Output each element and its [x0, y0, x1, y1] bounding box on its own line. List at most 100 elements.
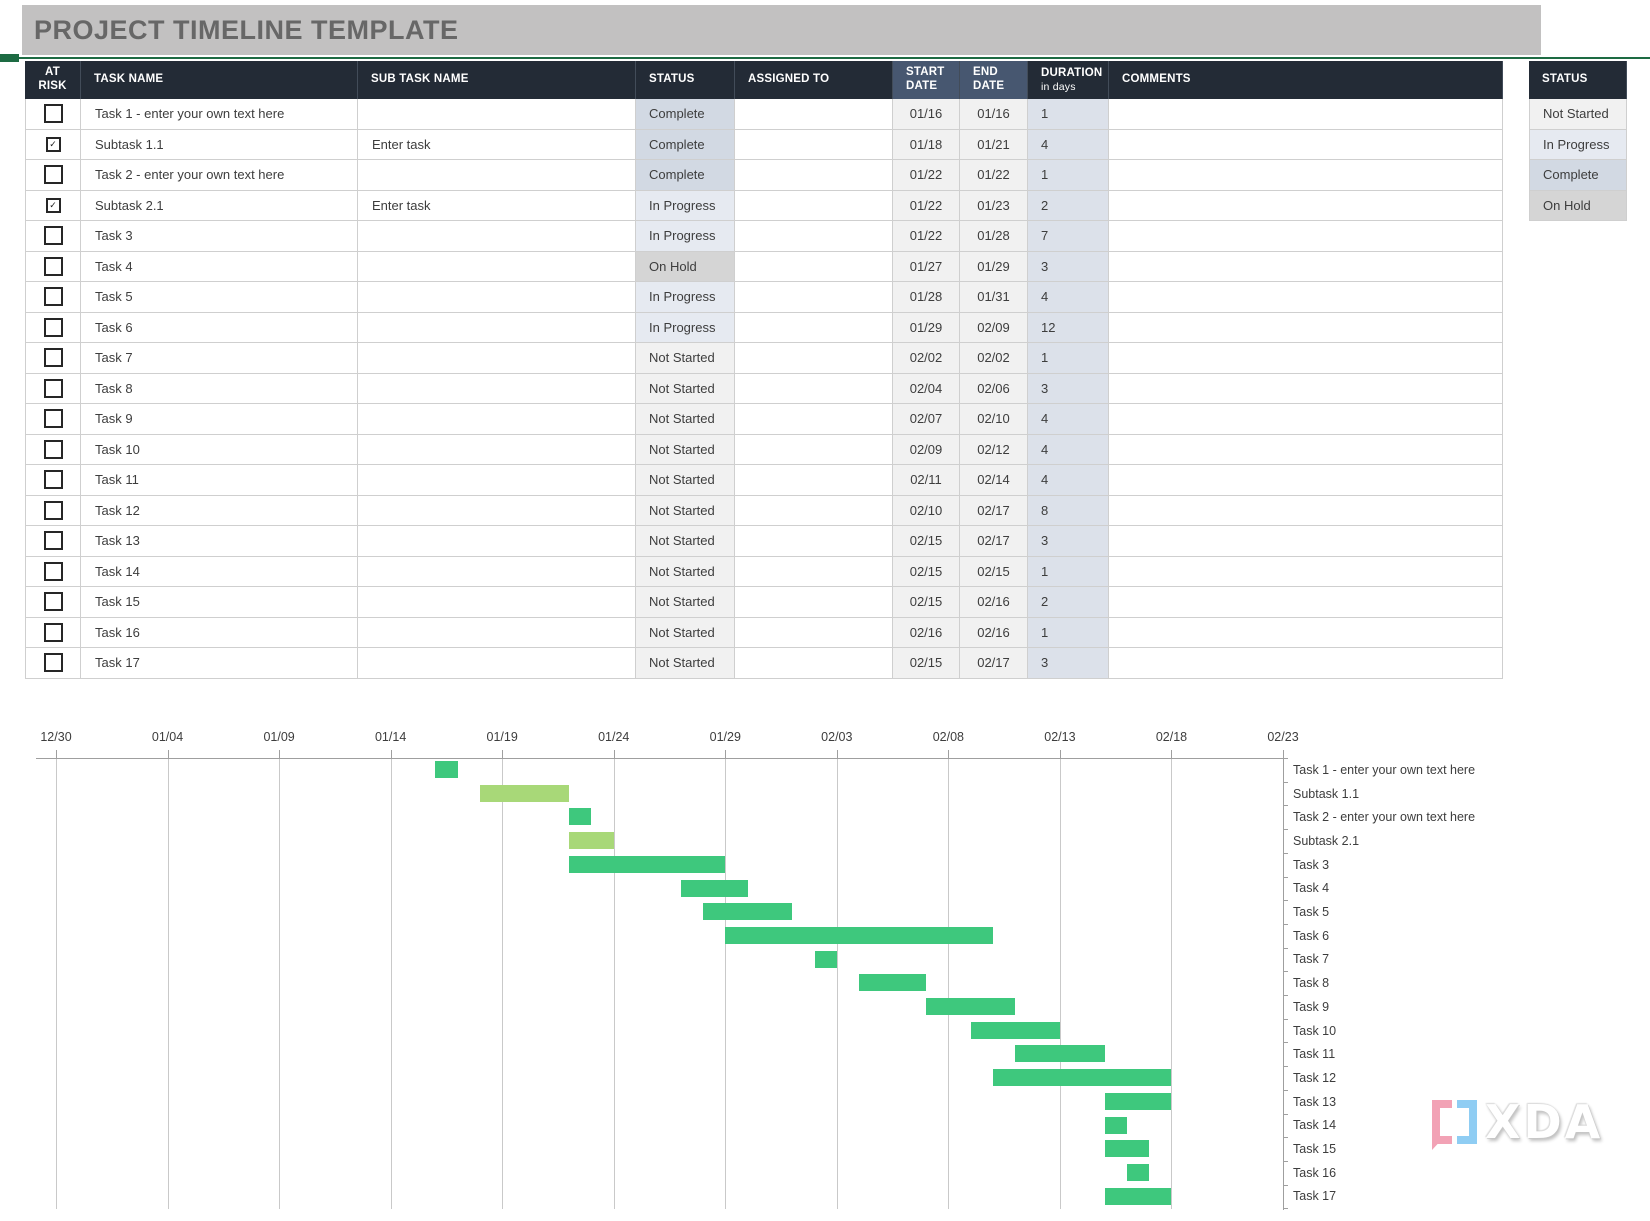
cell-sub[interactable] [358, 282, 636, 313]
cell-task[interactable]: Task 13 [81, 526, 358, 557]
cell-start[interactable]: 02/15 [893, 648, 960, 679]
cell-status[interactable]: In Progress [636, 190, 735, 221]
cell-start[interactable]: 02/10 [893, 495, 960, 526]
cell-comments[interactable] [1109, 251, 1503, 282]
cell-comments[interactable] [1109, 587, 1503, 618]
cell-assigned[interactable] [735, 343, 893, 374]
at-risk-checkbox[interactable] [43, 287, 63, 307]
cell-end[interactable]: 01/31 [960, 282, 1028, 313]
cell-end[interactable]: 02/17 [960, 526, 1028, 557]
cell-comments[interactable] [1109, 648, 1503, 679]
cell-duration[interactable]: 3 [1028, 373, 1109, 404]
cell-comments[interactable] [1109, 556, 1503, 587]
at-risk-checkbox[interactable] [43, 470, 63, 490]
cell-status[interactable]: Not Started [636, 587, 735, 618]
cell-status[interactable]: Not Started [636, 373, 735, 404]
cell-status[interactable]: Not Started [636, 434, 735, 465]
cell-duration[interactable]: 1 [1028, 617, 1109, 648]
cell-status[interactable]: Complete [636, 160, 735, 191]
cell-sub[interactable] [358, 526, 636, 557]
at-risk-checkbox[interactable] [43, 592, 63, 612]
at-risk-checkbox[interactable]: ✓ [45, 136, 61, 152]
cell-start[interactable]: 02/15 [893, 556, 960, 587]
cell-at_risk[interactable] [25, 556, 81, 587]
cell-end[interactable]: 02/02 [960, 343, 1028, 374]
cell-at_risk[interactable] [25, 373, 81, 404]
cell-comments[interactable] [1109, 526, 1503, 557]
cell-sub[interactable] [358, 312, 636, 343]
legend-cell[interactable]: Complete [1529, 160, 1627, 191]
cell-task[interactable]: Task 15 [81, 587, 358, 618]
cell-end[interactable]: 02/16 [960, 587, 1028, 618]
cell-sub[interactable] [358, 99, 636, 130]
cell-sub[interactable] [358, 160, 636, 191]
cell-at_risk[interactable] [25, 160, 81, 191]
cell-task[interactable]: Task 12 [81, 495, 358, 526]
cell-sub[interactable] [358, 251, 636, 282]
cell-task[interactable]: Task 6 [81, 312, 358, 343]
cell-assigned[interactable] [735, 648, 893, 679]
cell-task[interactable]: Task 17 [81, 648, 358, 679]
at-risk-checkbox[interactable] [43, 348, 63, 368]
cell-comments[interactable] [1109, 373, 1503, 404]
cell-start[interactable]: 02/07 [893, 404, 960, 435]
cell-start[interactable]: 01/16 [893, 99, 960, 130]
cell-comments[interactable] [1109, 160, 1503, 191]
cell-task[interactable]: Task 3 [81, 221, 358, 252]
legend-cell[interactable]: Not Started [1529, 99, 1627, 130]
at-risk-checkbox[interactable] [43, 104, 63, 124]
cell-sub[interactable] [358, 556, 636, 587]
cell-end[interactable]: 01/28 [960, 221, 1028, 252]
cell-sub[interactable] [358, 587, 636, 618]
legend-cell[interactable]: On Hold [1529, 190, 1627, 221]
cell-status[interactable]: Not Started [636, 404, 735, 435]
cell-comments[interactable] [1109, 99, 1503, 130]
cell-end[interactable]: 02/14 [960, 465, 1028, 496]
cell-start[interactable]: 01/27 [893, 251, 960, 282]
cell-duration[interactable]: 2 [1028, 190, 1109, 221]
cell-task[interactable]: Task 11 [81, 465, 358, 496]
cell-task[interactable]: Task 10 [81, 434, 358, 465]
cell-end[interactable]: 02/06 [960, 373, 1028, 404]
at-risk-checkbox[interactable] [43, 500, 63, 520]
cell-task[interactable]: Task 8 [81, 373, 358, 404]
at-risk-checkbox[interactable] [43, 317, 63, 337]
cell-duration[interactable]: 7 [1028, 221, 1109, 252]
cell-assigned[interactable] [735, 526, 893, 557]
cell-at_risk[interactable] [25, 99, 81, 130]
at-risk-checkbox[interactable] [43, 256, 63, 276]
cell-sub[interactable] [358, 465, 636, 496]
cell-sub[interactable] [358, 648, 636, 679]
cell-at_risk[interactable] [25, 221, 81, 252]
cell-at_risk[interactable]: ✓ [25, 190, 81, 221]
cell-comments[interactable] [1109, 404, 1503, 435]
cell-end[interactable]: 01/16 [960, 99, 1028, 130]
cell-at_risk[interactable] [25, 495, 81, 526]
cell-sub[interactable]: Enter task [358, 129, 636, 160]
cell-end[interactable]: 02/09 [960, 312, 1028, 343]
cell-status[interactable]: On Hold [636, 251, 735, 282]
cell-status[interactable]: In Progress [636, 282, 735, 313]
cell-start[interactable]: 01/22 [893, 190, 960, 221]
cell-comments[interactable] [1109, 190, 1503, 221]
cell-status[interactable]: Not Started [636, 343, 735, 374]
cell-at_risk[interactable]: ✓ [25, 129, 81, 160]
cell-duration[interactable]: 3 [1028, 251, 1109, 282]
cell-end[interactable]: 02/12 [960, 434, 1028, 465]
cell-task[interactable]: Task 2 - enter your own text here [81, 160, 358, 191]
cell-start[interactable]: 01/18 [893, 129, 960, 160]
cell-start[interactable]: 01/22 [893, 160, 960, 191]
cell-duration[interactable]: 4 [1028, 404, 1109, 435]
cell-start[interactable]: 02/09 [893, 434, 960, 465]
cell-duration[interactable]: 2 [1028, 587, 1109, 618]
cell-task[interactable]: Task 5 [81, 282, 358, 313]
cell-duration[interactable]: 1 [1028, 556, 1109, 587]
cell-at_risk[interactable] [25, 617, 81, 648]
cell-start[interactable]: 01/28 [893, 282, 960, 313]
cell-assigned[interactable] [735, 99, 893, 130]
cell-start[interactable]: 02/15 [893, 526, 960, 557]
cell-assigned[interactable] [735, 465, 893, 496]
cell-task[interactable]: Subtask 1.1 [81, 129, 358, 160]
at-risk-checkbox[interactable] [43, 226, 63, 246]
cell-at_risk[interactable] [25, 404, 81, 435]
